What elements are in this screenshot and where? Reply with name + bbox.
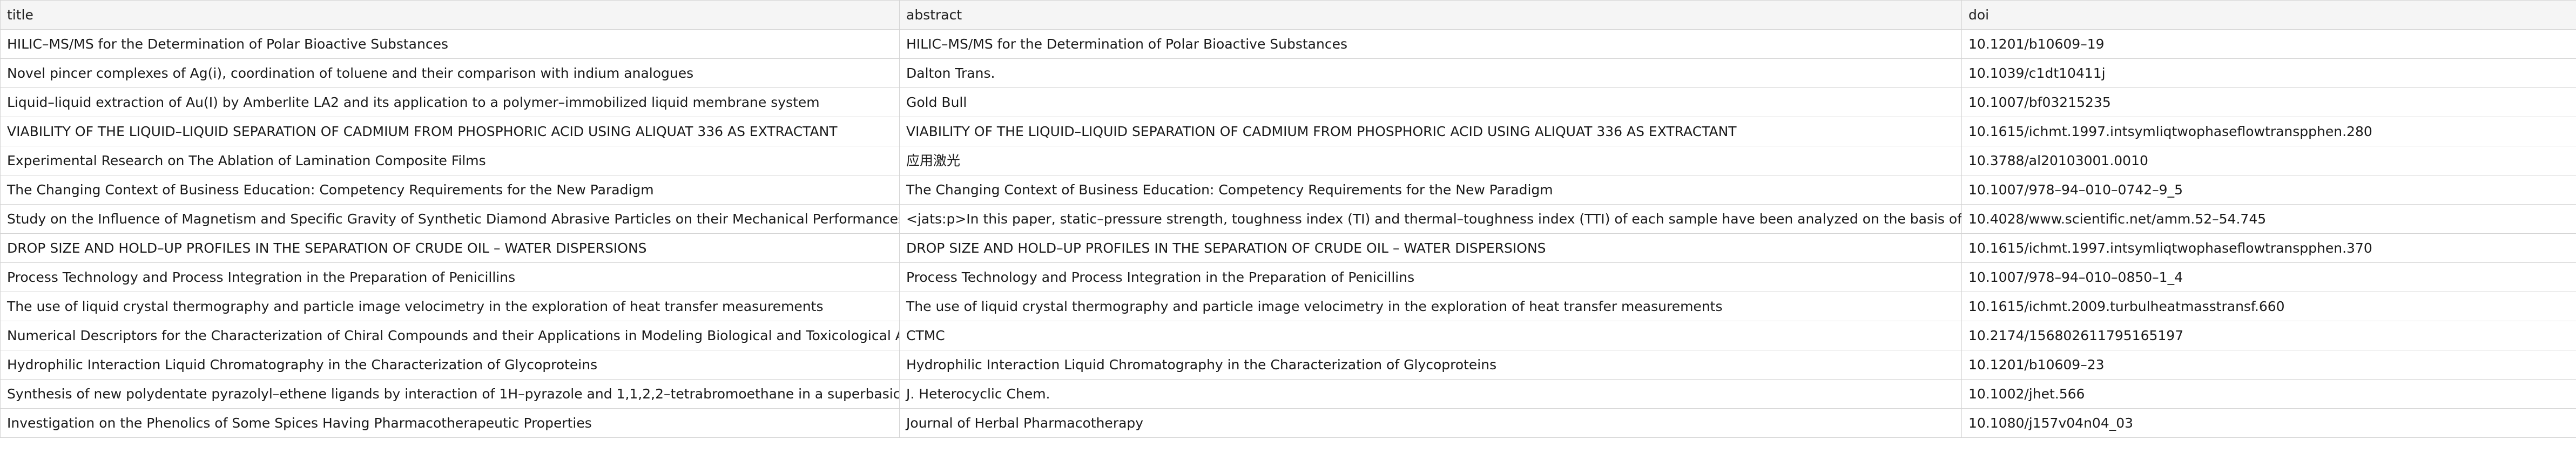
- table-row[interactable]: VIABILITY OF THE LIQUID–LIQUID SEPARATIO…: [0, 117, 2576, 146]
- abstract-cell[interactable]: The Changing Context of Business Educati…: [899, 175, 1962, 205]
- abstract-cell[interactable]: Process Technology and Process Integrati…: [899, 262, 1962, 292]
- table-row[interactable]: DROP SIZE AND HOLD–UP PROFILES IN THE SE…: [0, 233, 2576, 263]
- title-cell[interactable]: Process Technology and Process Integrati…: [0, 262, 900, 292]
- data-table: title abstract doi HILIC–MS/MS for the D…: [0, 0, 2576, 438]
- title-cell[interactable]: Novel pincer complexes of Ag(i), coordin…: [0, 58, 900, 88]
- title-cell[interactable]: VIABILITY OF THE LIQUID–LIQUID SEPARATIO…: [0, 117, 900, 146]
- table-header: title abstract doi: [0, 0, 2576, 30]
- title-cell[interactable]: Study on the Influence of Magnetism and …: [0, 204, 900, 234]
- doi-cell[interactable]: 10.1201/b10609–19: [1961, 29, 2576, 59]
- abstract-cell[interactable]: Gold Bull: [899, 87, 1962, 117]
- doi-cell[interactable]: 10.1007/978–94–010–0850–1_4: [1961, 262, 2576, 292]
- abstract-cell[interactable]: DROP SIZE AND HOLD–UP PROFILES IN THE SE…: [899, 233, 1962, 263]
- title-cell[interactable]: The use of liquid crystal thermography a…: [0, 292, 900, 321]
- title-cell[interactable]: Numerical Descriptors for the Characteri…: [0, 321, 900, 350]
- doi-cell[interactable]: 10.4028/www.scientific.net/amm.52–54.745: [1961, 204, 2576, 234]
- title-cell[interactable]: Synthesis of new polydentate pyrazolyl–e…: [0, 379, 900, 409]
- table-row[interactable]: Numerical Descriptors for the Characteri…: [0, 321, 2576, 350]
- table-row[interactable]: Novel pincer complexes of Ag(i), coordin…: [0, 58, 2576, 88]
- title-cell[interactable]: HILIC–MS/MS for the Determination of Pol…: [0, 29, 900, 59]
- abstract-cell[interactable]: Hydrophilic Interaction Liquid Chromatog…: [899, 350, 1962, 380]
- abstract-cell[interactable]: J. Heterocyclic Chem.: [899, 379, 1962, 409]
- doi-cell[interactable]: 10.1615/ichmt.1997.intsymliqtwophaseflow…: [1961, 117, 2576, 146]
- doi-cell[interactable]: 10.1007/978–94–010–0742–9_5: [1961, 175, 2576, 205]
- title-cell[interactable]: Experimental Research on The Ablation of…: [0, 146, 900, 175]
- table-body: HILIC–MS/MS for the Determination of Pol…: [0, 29, 2576, 438]
- column-header-abstract[interactable]: abstract: [899, 0, 1962, 30]
- table-row[interactable]: The Changing Context of Business Educati…: [0, 175, 2576, 205]
- doi-cell[interactable]: 10.1039/c1dt10411j: [1961, 58, 2576, 88]
- column-header-title[interactable]: title: [0, 0, 900, 30]
- table-row[interactable]: Investigation on the Phenolics of Some S…: [0, 408, 2576, 438]
- table-row[interactable]: Experimental Research on The Ablation of…: [0, 146, 2576, 175]
- table-row[interactable]: Liquid–liquid extraction of Au(I) by Amb…: [0, 87, 2576, 117]
- title-cell[interactable]: The Changing Context of Business Educati…: [0, 175, 900, 205]
- table-row[interactable]: Hydrophilic Interaction Liquid Chromatog…: [0, 350, 2576, 380]
- doi-cell[interactable]: 10.1002/jhet.566: [1961, 379, 2576, 409]
- table-row[interactable]: Process Technology and Process Integrati…: [0, 262, 2576, 292]
- table-row[interactable]: The use of liquid crystal thermography a…: [0, 292, 2576, 321]
- title-cell[interactable]: Hydrophilic Interaction Liquid Chromatog…: [0, 350, 900, 380]
- doi-cell[interactable]: 10.3788/al20103001.0010: [1961, 146, 2576, 175]
- table-row[interactable]: HILIC–MS/MS for the Determination of Pol…: [0, 29, 2576, 59]
- abstract-cell[interactable]: <jats:p>In this paper, static–pressure s…: [899, 204, 1962, 234]
- doi-cell[interactable]: 10.1615/ichmt.1997.intsymliqtwophaseflow…: [1961, 233, 2576, 263]
- abstract-cell[interactable]: HILIC–MS/MS for the Determination of Pol…: [899, 29, 1962, 59]
- abstract-cell[interactable]: CTMC: [899, 321, 1962, 350]
- abstract-cell[interactable]: VIABILITY OF THE LIQUID–LIQUID SEPARATIO…: [899, 117, 1962, 146]
- doi-cell[interactable]: 10.1615/ichmt.2009.turbulheatmasstransf.…: [1961, 292, 2576, 321]
- table-row[interactable]: Synthesis of new polydentate pyrazolyl–e…: [0, 379, 2576, 409]
- title-cell[interactable]: Investigation on the Phenolics of Some S…: [0, 408, 900, 438]
- table-row[interactable]: Study on the Influence of Magnetism and …: [0, 204, 2576, 234]
- header-row: title abstract doi: [0, 0, 2576, 30]
- doi-cell[interactable]: 10.1080/j157v04n04_03: [1961, 408, 2576, 438]
- title-cell[interactable]: DROP SIZE AND HOLD–UP PROFILES IN THE SE…: [0, 233, 900, 263]
- abstract-cell[interactable]: Journal of Herbal Pharmacotherapy: [899, 408, 1962, 438]
- column-header-doi[interactable]: doi: [1961, 0, 2576, 30]
- doi-cell[interactable]: 10.1007/bf03215235: [1961, 87, 2576, 117]
- abstract-cell[interactable]: Dalton Trans.: [899, 58, 1962, 88]
- abstract-cell[interactable]: The use of liquid crystal thermography a…: [899, 292, 1962, 321]
- doi-cell[interactable]: 10.1201/b10609–23: [1961, 350, 2576, 380]
- title-cell[interactable]: Liquid–liquid extraction of Au(I) by Amb…: [0, 87, 900, 117]
- doi-cell[interactable]: 10.2174/156802611795165197: [1961, 321, 2576, 350]
- abstract-cell[interactable]: 应用激光: [899, 146, 1962, 175]
